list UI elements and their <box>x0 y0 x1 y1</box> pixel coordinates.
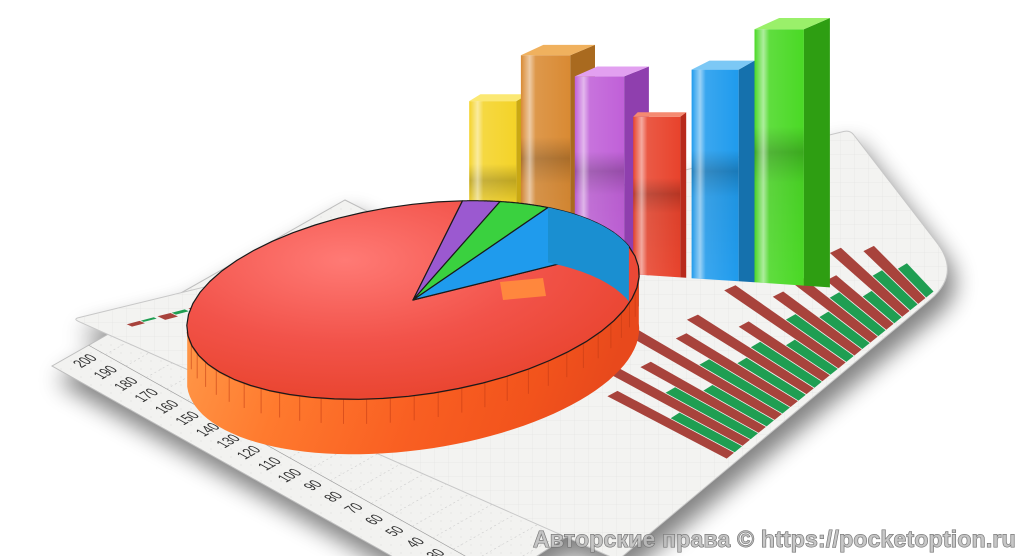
svg-text:Авторские права © https://pock: Авторские права © https://pocketoption.r… <box>533 526 1016 552</box>
